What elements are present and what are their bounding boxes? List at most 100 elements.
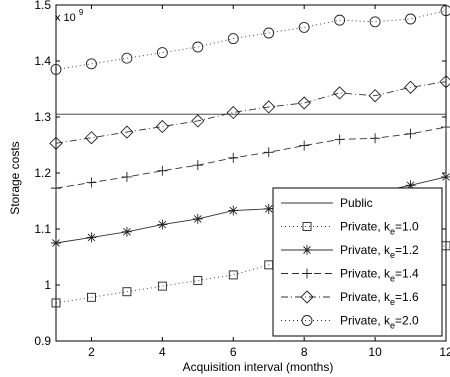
legend-label-subscript: e	[390, 250, 395, 260]
marker-square	[193, 276, 203, 285]
marker-square	[122, 287, 132, 297]
legend-label-tail: =1.2	[395, 243, 419, 257]
legend-label: Private, ke=1.2	[340, 243, 419, 260]
legend-label-tail: =2.0	[395, 314, 419, 328]
marker-plus	[405, 128, 416, 139]
legend-item: Private, ke=1.6	[281, 290, 419, 307]
series-line	[55, 10, 447, 70]
marker-plus	[51, 183, 61, 194]
y-tick-label: 1.2	[34, 166, 51, 180]
y-axis-label: Storage costs	[8, 141, 22, 214]
x-tick-label: 8	[301, 345, 308, 359]
marker-circle	[405, 13, 416, 25]
x-axis-label: Acquisition interval (months)	[183, 360, 334, 374]
marker-circle	[156, 47, 168, 59]
series-5	[50, 5, 450, 75]
marker-plus	[299, 140, 310, 151]
marker-diamond	[191, 114, 205, 128]
legend-label-main: Private, k	[340, 243, 391, 257]
marker-diamond	[262, 100, 276, 114]
marker-plus	[334, 134, 345, 145]
marker-asterisk	[86, 232, 97, 243]
x-tick-label: 12	[439, 345, 450, 359]
legend-item: Public	[281, 196, 373, 210]
marker-circle	[301, 315, 313, 326]
marker-circle	[334, 14, 346, 26]
marker-circle	[86, 58, 97, 70]
x-tick-label: 10	[368, 345, 382, 359]
legend-label: Private, ke=1.4	[340, 267, 419, 284]
marker-diamond	[84, 131, 99, 145]
marker-asterisk	[405, 180, 416, 191]
x-tick-label: 4	[159, 345, 166, 359]
marker-diamond	[120, 125, 134, 139]
marker-circle	[369, 16, 381, 28]
marker-diamond	[226, 105, 240, 120]
y-tick-label: 1.3	[34, 110, 51, 124]
marker-square	[87, 292, 96, 302]
y-tick-label: 1	[44, 278, 51, 292]
marker-asterisk	[157, 219, 168, 230]
legend-item: Private, ke=1.4	[281, 267, 419, 284]
marker-diamond	[300, 290, 314, 304]
marker-diamond	[368, 89, 382, 103]
marker-asterisk	[263, 203, 274, 214]
legend-label-tail: =1.4	[395, 267, 419, 281]
marker-plus	[121, 171, 132, 182]
marker-asterisk	[121, 226, 132, 237]
legend-label-subscript: e	[390, 274, 395, 284]
exponent-base: x 10	[55, 12, 76, 24]
marker-plus	[86, 177, 97, 188]
marker-diamond	[332, 86, 347, 100]
marker-diamond	[439, 75, 450, 89]
exponent-power: 9	[79, 8, 84, 17]
legend-label: Public	[340, 196, 373, 210]
series-line	[55, 126, 447, 189]
marker-diamond	[155, 119, 170, 134]
legend-label-subscript: e	[390, 297, 395, 307]
y-tick-label: 1.5	[34, 0, 51, 12]
marker-circle	[121, 52, 133, 64]
marker-circle	[440, 5, 450, 17]
marker-diamond	[297, 96, 311, 110]
legend-label-main: Private, k	[340, 267, 391, 281]
marker-plus	[228, 152, 239, 163]
series-3	[51, 122, 450, 194]
legend-label-subscript: e	[390, 227, 395, 237]
legend-item: Private, ke=1.2	[281, 243, 419, 260]
marker-diamond	[403, 80, 418, 94]
marker-plus	[370, 133, 381, 144]
legend-label-main: Public	[340, 196, 373, 210]
marker-asterisk	[228, 205, 239, 216]
legend-label-main: Private, k	[340, 220, 391, 234]
marker-circle	[227, 33, 239, 45]
marker-asterisk	[441, 171, 450, 182]
marker-circle	[263, 27, 275, 39]
marker-square	[51, 298, 61, 308]
marker-square	[228, 270, 238, 280]
legend-box	[272, 187, 443, 337]
marker-square	[302, 222, 312, 231]
legend-label-subscript: e	[390, 321, 395, 331]
marker-circle	[50, 63, 62, 75]
plot-series	[49, 5, 450, 308]
y-tick-label: 1.1	[34, 222, 51, 236]
legend-label-main: Private, k	[340, 290, 391, 304]
series-line	[55, 81, 447, 144]
y-tick-label: 0.9	[34, 334, 51, 348]
marker-plus	[302, 268, 312, 279]
marker-diamond	[49, 136, 63, 150]
y-tick-label: 1.4	[34, 54, 51, 68]
x-tick-label: 6	[230, 345, 237, 359]
marker-plus	[441, 122, 450, 133]
series-4	[49, 75, 450, 150]
legend-label-tail: =1.6	[395, 290, 419, 304]
marker-plus	[192, 160, 203, 171]
marker-circle	[192, 41, 204, 53]
marker-asterisk	[302, 245, 312, 255]
marker-asterisk	[192, 213, 203, 224]
marker-plus	[263, 147, 274, 158]
marker-square	[157, 281, 167, 291]
